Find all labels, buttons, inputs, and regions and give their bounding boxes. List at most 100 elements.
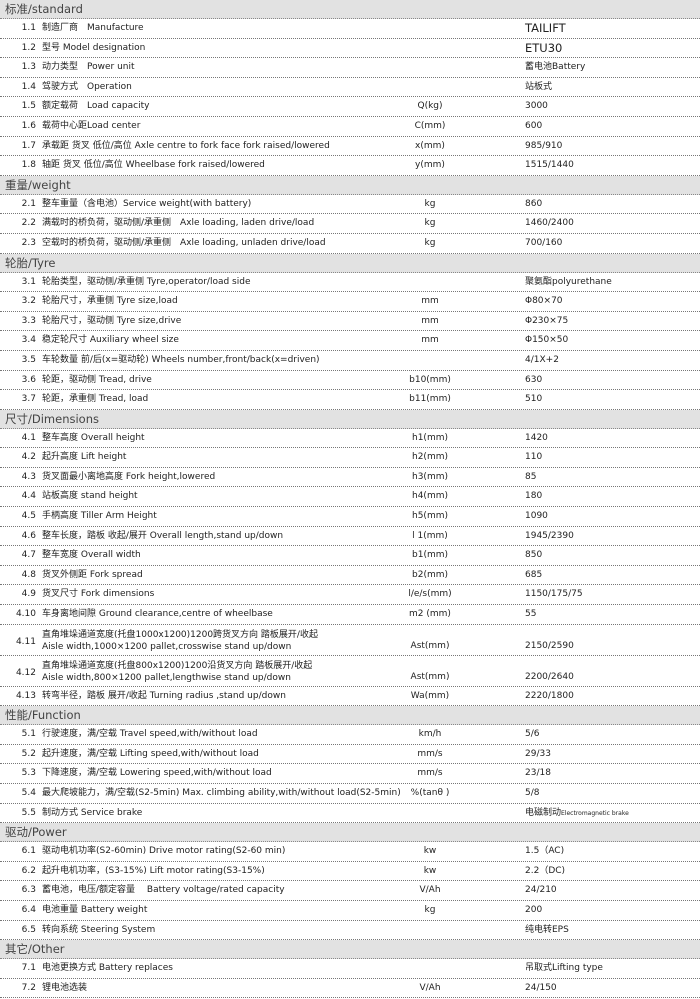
row-label: 驾驶方式 Operation [42, 81, 132, 92]
row-value: 110 [525, 452, 543, 463]
table-row: 1.2 型号 Model designation ETU30 [0, 39, 700, 59]
table-row: 1.8 轴距 货叉 低位/高位 Wheelbase fork raised/low… [0, 156, 700, 176]
row-value: 23/18 [525, 768, 551, 779]
table-row: 4.8 货叉外侧距 Fork spread b2(mm) 685 [0, 566, 700, 586]
table-row: 3.1 轮胎类型，驱动侧/承重侧 Tyre,operator/load side 聚… [0, 273, 700, 293]
row-label: 制动方式 Service brake [42, 807, 143, 818]
row-label: 锂电池选装 [42, 982, 88, 993]
row-number: 4.4 [21, 491, 36, 502]
table-row: 3.6 轮距，驱动侧 Tread, drive b10(mm) 630 [0, 371, 700, 391]
row-value: 200 [525, 904, 543, 915]
table-row: 6.2 起升电机功率，(S3-15%) Lift motor rating(S3-… [0, 862, 700, 882]
row-number: 5.4 [21, 788, 36, 798]
section-header: 性能/Function [0, 706, 700, 726]
row-value: 1515/1440 [525, 160, 574, 171]
row-value: 600 [525, 120, 543, 131]
spec-section: 其它/Other 7.1 电池更换方式 Battery replaces 吊取式Lif… [0, 940, 700, 999]
row-unit: C(mm) [414, 120, 446, 131]
row-unit: mm [421, 315, 439, 326]
row-label: 手柄高度 Tiller Arm Height [42, 511, 157, 522]
row-label: 下降速度，满/空载 Lowering speed,with/without lo… [42, 768, 272, 779]
row-number: 3.5 [21, 354, 36, 365]
row-unit: mm [421, 296, 439, 307]
row-number: 1.4 [21, 81, 36, 92]
row-number: 3.1 [21, 276, 36, 287]
row-label: 行驶速度，满/空载 Travel speed,with/without load [42, 729, 258, 740]
row-value: 站板式 [525, 81, 553, 92]
row-value: 蓄电池Battery [525, 62, 586, 73]
section-header: 驱动/Power [0, 823, 700, 843]
row-value: 700/160 [525, 237, 563, 248]
row-number: 5.1 [21, 729, 36, 740]
row-number: 3.2 [21, 296, 36, 307]
row-label-line: Aisle width,800×1200 pallet,lengthwise s… [42, 672, 291, 683]
section-header: 标准/standard [0, 0, 700, 19]
row-number: 4.9 [21, 589, 36, 600]
row-number: 6.2 [21, 865, 36, 876]
row-value: 55 [525, 609, 537, 620]
table-row: 3.5 车轮数量 前/后(x=驱动轮) Wheels number,front/b… [0, 351, 700, 371]
spec-section: 驱动/Power 6.1 驱动电机功率(S2-60min) Drive motor … [0, 823, 700, 941]
row-value-suffix: Electromagnetic brake [561, 809, 629, 817]
row-unit: kg [424, 218, 436, 229]
row-label: 轴距 货叉 低位/高位 Wheelbase fork raised/lowere… [42, 160, 265, 171]
row-number: 4.10 [15, 609, 36, 620]
table-row: 3.3 轮胎尺寸，驱动侧 Tyre size,drive mm Φ230×75 [0, 312, 700, 332]
row-value: 2150/2590 [525, 640, 574, 651]
row-number: 2.1 [21, 198, 36, 209]
row-value: 1460/2400 [525, 218, 574, 229]
row-label: 驱动电机功率(S2-60min) Drive motor rating(S2-6… [42, 846, 286, 857]
row-label: 型号 Model designation [42, 42, 146, 53]
row-unit: mm [421, 335, 439, 346]
section-header: 轮胎/Tyre [0, 253, 700, 273]
row-number: 4.3 [21, 471, 36, 482]
row-unit: Ast(mm) [410, 671, 450, 682]
row-label: 额定载荷 Load capacity [42, 101, 150, 112]
table-row: 4.6 整车长度，踏板 收起/展开 Overall length,stand up… [0, 527, 700, 547]
table-row: 4.12 直角堆垛通道宽度(托盘800x1200)1200沿货叉方向 踏板展开/收… [0, 656, 700, 687]
table-row: 2.3 空载时的桥负荷，驱动侧/承重侧 Axle loading, unladen… [0, 234, 700, 254]
row-unit: kg [424, 237, 436, 248]
row-unit: kg [424, 904, 436, 915]
row-label: 货叉面最小离地高度 Fork height,lowered [42, 471, 216, 482]
row-label: 承载距 货叉 低位/高位 Axle centre to fork face fo… [42, 140, 330, 151]
row-unit: b10(mm) [409, 374, 451, 385]
row-number: 1.7 [21, 140, 36, 151]
row-number: 1.8 [21, 160, 36, 171]
table-row: 5.4 最大爬坡能力，满/空载(S2-5min) Max. climbing ab… [0, 784, 700, 804]
table-row: 5.3 下降速度，满/空载 Lowering speed,with/without… [0, 764, 700, 784]
table-row: 1.6 载荷中心距Load center C(mm) 600 [0, 117, 700, 137]
row-label: 直角堆垛通道宽度(托盘800x1200)1200沿货叉方向 踏板展开/收起 Ais… [42, 660, 312, 684]
row-number: 1.3 [21, 62, 36, 73]
row-value: 510 [525, 394, 543, 405]
row-label: 最大爬坡能力，满/空载(S2-5min) Max. climbing abili… [42, 788, 401, 798]
section-header: 尺寸/Dimensions [0, 409, 700, 429]
row-label: 站板高度 stand height [42, 491, 138, 502]
row-value: 5/6 [525, 729, 540, 740]
row-label: 动力类型 Power unit [42, 62, 135, 73]
row-label: 车身离地间隙 Ground clearance,centre of wheelb… [42, 609, 273, 620]
spec-section: 轮胎/Tyre 3.1 轮胎类型，驱动侧/承重侧 Tyre,operator/loa… [0, 253, 700, 410]
row-unit: m2 (mm) [409, 609, 451, 620]
row-number: 6.1 [21, 846, 36, 857]
row-number: 2.3 [21, 237, 36, 248]
row-label: 满载时的桥负荷，驱动侧/承重侧 Axle loading, laden driv… [42, 218, 315, 229]
row-number: 3.7 [21, 394, 36, 405]
row-label: 整车长度，踏板 收起/展开 Overall length,stand up/do… [42, 530, 284, 541]
spec-section: 性能/Function 5.1 行驶速度，满/空载 Travel speed,wit… [0, 706, 700, 824]
row-value: Φ150×50 [525, 335, 569, 346]
row-number: 1.6 [21, 120, 36, 131]
row-unit: h3(mm) [412, 471, 448, 482]
table-row: 4.7 整车宽度 Overall width b1(mm) 850 [0, 546, 700, 566]
table-row: 1.3 动力类型 Power unit 蓄电池Battery [0, 58, 700, 78]
row-value: 985/910 [525, 140, 563, 151]
row-number: 4.8 [21, 569, 36, 580]
row-number: 6.4 [21, 904, 36, 915]
row-number: 6.3 [21, 885, 36, 896]
row-label: 电池重量 Battery weight [42, 904, 148, 915]
row-unit: V/Ah [419, 982, 441, 993]
table-row: 6.5 转向系统 Steering System 纯电转EPS [0, 921, 700, 941]
table-row: 4.11 直角堆垛通道宽度(托盘1000x1200)1200跨货叉方向 踏板展开/… [0, 625, 700, 656]
table-row: 5.2 起升速度，满/空载 Lifting speed,with/without … [0, 745, 700, 765]
table-row: 4.3 货叉面最小离地高度 Fork height,lowered h3(mm) 85 [0, 468, 700, 488]
